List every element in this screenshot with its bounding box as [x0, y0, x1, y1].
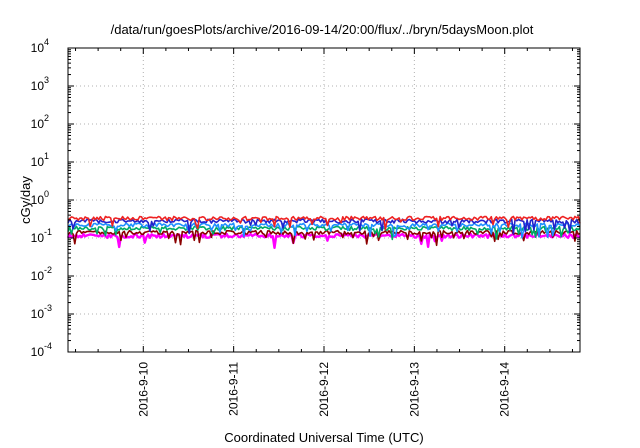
y-tick-label: 10 — [31, 155, 45, 169]
x-tick-label: 2016-9-13 — [407, 362, 421, 417]
y-tick-exponent: 2 — [44, 113, 49, 123]
y-tick-base: 10 — [31, 345, 45, 359]
series-group — [66, 215, 581, 250]
y-tick-label: 10 — [31, 345, 45, 359]
y-tick-exponent: 0 — [44, 189, 49, 199]
y-tick-label: 10 — [31, 79, 45, 93]
x-tick-label: 2016-9-11 — [227, 362, 241, 416]
y-tick-exponent: -3 — [44, 303, 52, 313]
y-tick-label: 10 — [31, 117, 45, 131]
y-tick-exponent: -1 — [44, 227, 52, 237]
y-tick-label: 10 — [31, 193, 45, 207]
y-tick-exponent: 1 — [44, 151, 49, 161]
chart-title: /data/run/goesPlots/archive/2016-09-14/2… — [111, 22, 534, 37]
y-tick-exponent: 3 — [44, 75, 49, 85]
y-tick-label: 10 — [31, 307, 45, 321]
y-tick-base: 10 — [31, 79, 45, 93]
x-tick-label: 2016-9-12 — [317, 362, 331, 417]
x-axis: 2016-9-10 2016-9-11 2016-9-12 2016-9-13 2016… — [75, 48, 573, 417]
y-tick-label: 10 — [31, 231, 45, 245]
y-tick-base: 10 — [31, 155, 45, 169]
y-tick-label: 10 — [31, 269, 45, 283]
y-axis-label: cGy/day — [18, 176, 33, 224]
y-tick-base: 10 — [31, 269, 45, 283]
y-tick-base: 10 — [31, 41, 45, 55]
y-tick-label: 10 — [31, 41, 45, 55]
y-tick-base: 10 — [31, 117, 45, 131]
x-axis-label: Coordinated Universal Time (UTC) — [224, 430, 423, 445]
series-line-1 — [66, 232, 581, 250]
y-tick-base: 10 — [31, 193, 45, 207]
y-tick-exponent: -2 — [44, 265, 52, 275]
y-tick-base: 10 — [31, 307, 45, 321]
y-tick-exponent: -4 — [44, 341, 52, 351]
series-line-6 — [67, 215, 581, 231]
x-tick-label: 2016-9-14 — [498, 362, 512, 417]
grid — [68, 47, 580, 353]
series-line-2 — [67, 229, 581, 247]
x-tick-label: 2016-9-10 — [136, 362, 150, 417]
y-tick-exponent: 4 — [44, 37, 49, 47]
y-tick-base: 10 — [31, 231, 45, 245]
